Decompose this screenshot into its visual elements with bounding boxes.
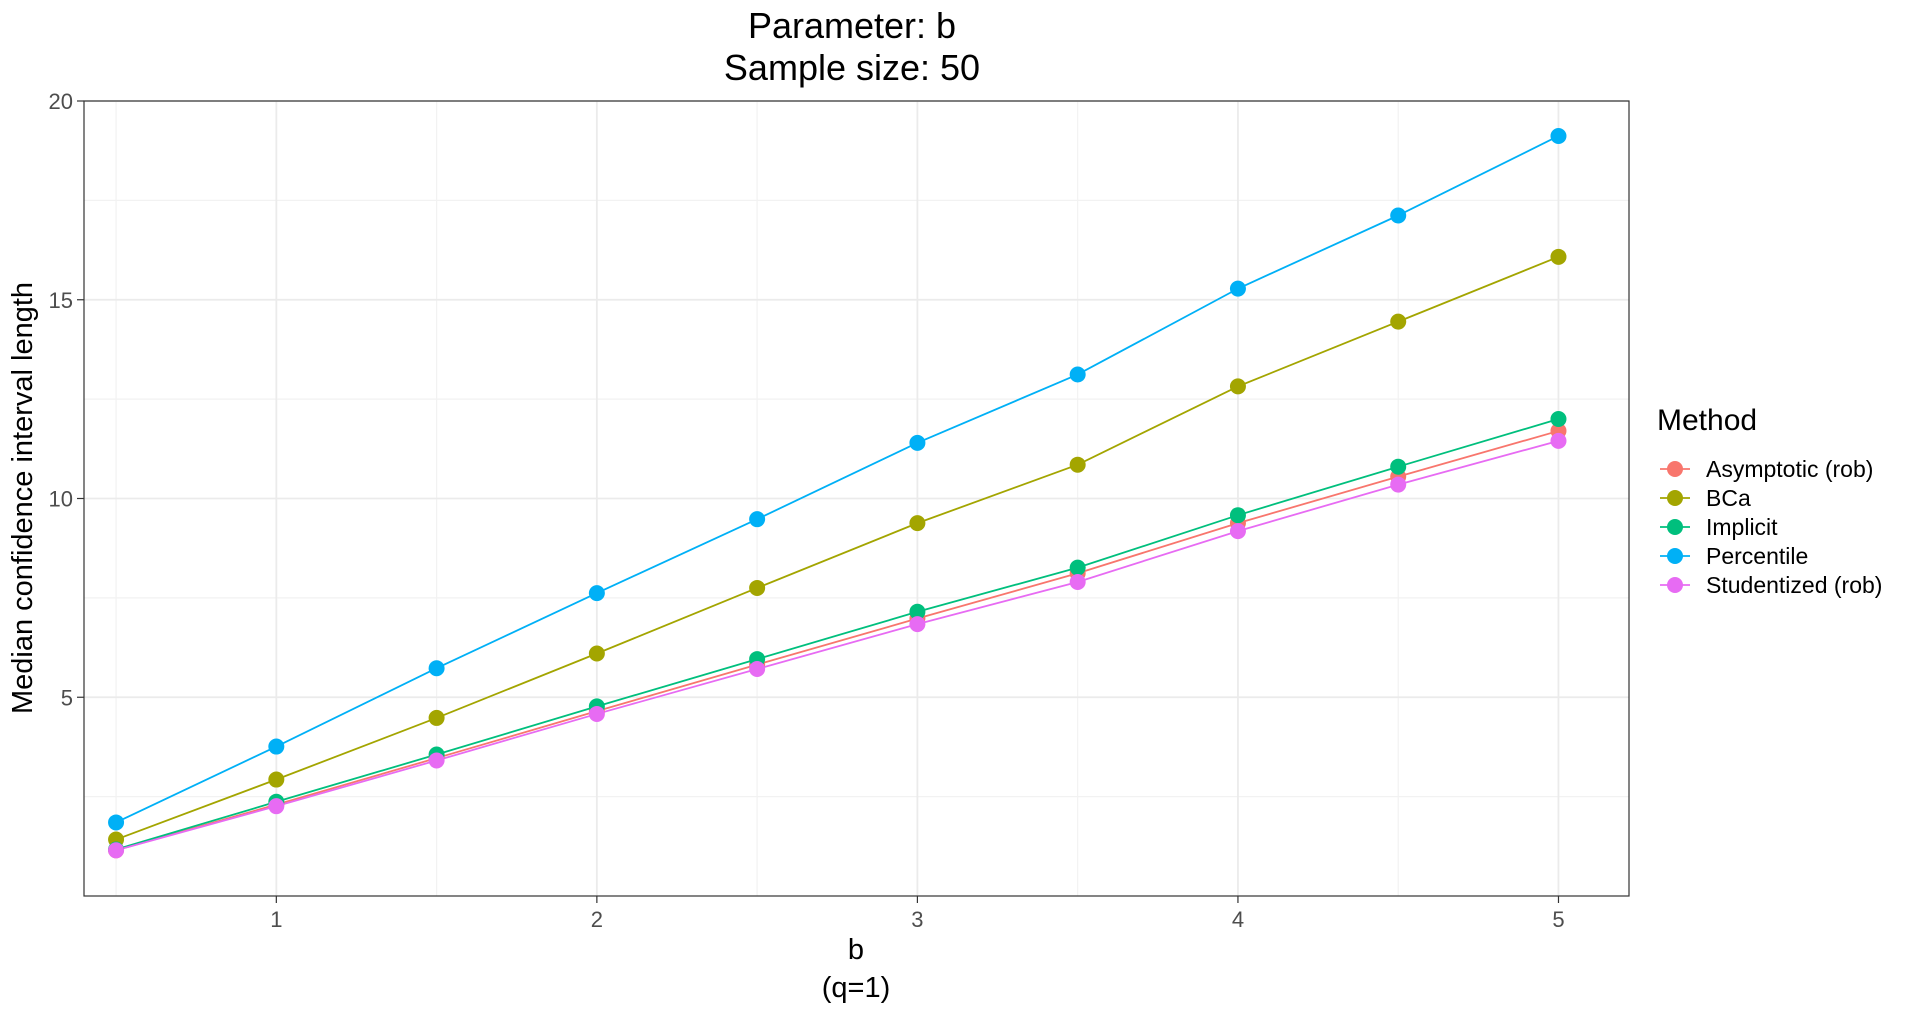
x-tick-label: 5: [1552, 907, 1564, 932]
data-point-percentile: [588, 585, 605, 602]
x-axis-title: b: [848, 934, 864, 966]
legend-item-asymptotic-rob: Asymptotic (rob): [1660, 456, 1873, 482]
series-line-percentile: [115, 135, 1559, 824]
data-point-percentile: [108, 814, 125, 831]
legend-title: Method: [1657, 404, 1757, 437]
series-line-implicit: [115, 418, 1559, 851]
legend-item-percentile: Percentile: [1660, 543, 1808, 569]
data-point-studentized-rob: [108, 842, 125, 859]
series-line-bca: [115, 255, 1559, 841]
y-tick-label: 15: [49, 288, 73, 313]
series-lines: [115, 135, 1559, 852]
data-point-percentile: [1069, 366, 1086, 383]
y-tick-label: 5: [61, 685, 73, 710]
legend-key-point: [1667, 519, 1683, 535]
y-tick-label: 20: [49, 89, 73, 114]
x-axis-subtitle: (q=1): [822, 972, 891, 1004]
series-points: [108, 127, 1567, 859]
data-point-implicit: [1069, 559, 1086, 576]
data-point-bca: [588, 645, 605, 662]
data-point-studentized-rob: [1069, 573, 1086, 590]
data-point-implicit: [1390, 458, 1407, 475]
data-point-studentized-rob: [1390, 476, 1407, 493]
legend-item-implicit: Implicit: [1660, 514, 1778, 540]
data-point-implicit: [1550, 411, 1567, 427]
data-point-studentized-rob: [1229, 523, 1246, 540]
legend-item-bca: BCa: [1660, 485, 1751, 511]
x-tick-label: 2: [591, 907, 603, 932]
chart-title: Parameter: b: [748, 5, 956, 46]
legend-label: Studentized (rob): [1706, 572, 1882, 598]
x-axis: 1 2 3 4 5: [270, 896, 1565, 932]
x-tick-label: 4: [1232, 907, 1244, 932]
data-point-studentized-rob: [749, 661, 766, 678]
series-line-studentized-rob: [115, 439, 1559, 852]
x-tick-label: 1: [270, 907, 282, 932]
legend-label: Implicit: [1706, 514, 1778, 540]
chart-subtitle: Sample size: 50: [724, 47, 980, 88]
data-point-bca: [428, 709, 445, 726]
data-point-studentized-rob: [268, 798, 285, 815]
data-point-bca: [1069, 456, 1086, 473]
data-point-implicit: [909, 603, 926, 620]
data-point-bca: [909, 515, 926, 532]
data-point-studentized-rob: [588, 705, 605, 722]
legend-key-point: [1667, 461, 1683, 477]
legend-item-studentized-rob: Studentized (rob): [1660, 572, 1882, 598]
series-line-asymptotic-rob: [115, 430, 1559, 852]
data-point-bca: [1229, 378, 1246, 395]
legend-label: BCa: [1706, 485, 1751, 511]
data-point-percentile: [428, 660, 445, 677]
legend-label: Percentile: [1706, 543, 1808, 569]
y-tick-label: 10: [49, 487, 73, 512]
data-point-studentized-rob: [428, 752, 445, 769]
data-point-percentile: [1390, 207, 1407, 224]
data-point-implicit: [1229, 507, 1246, 524]
legend-key-point: [1667, 548, 1683, 564]
y-axis-title: Median confidence interval length: [7, 282, 39, 714]
data-point-percentile: [749, 511, 766, 528]
data-point-percentile: [1550, 127, 1567, 144]
data-point-percentile: [909, 434, 926, 451]
data-point-bca: [1390, 313, 1407, 330]
legend-key-point: [1667, 490, 1683, 506]
data-point-bca: [1550, 248, 1567, 265]
legend-key-point: [1667, 577, 1683, 593]
legend-label: Asymptotic (rob): [1706, 456, 1873, 482]
data-point-studentized-rob: [1550, 432, 1567, 449]
data-point-bca: [268, 771, 285, 788]
data-point-studentized-rob: [909, 616, 926, 633]
legend: Method Asymptotic (rob) BCa Implicit Percen…: [1657, 404, 1882, 598]
x-tick-label: 3: [911, 907, 923, 932]
data-point-percentile: [268, 738, 285, 755]
y-axis: 5 10 15 20: [49, 89, 84, 710]
data-point-percentile: [1229, 280, 1246, 297]
data-point-bca: [749, 579, 766, 596]
